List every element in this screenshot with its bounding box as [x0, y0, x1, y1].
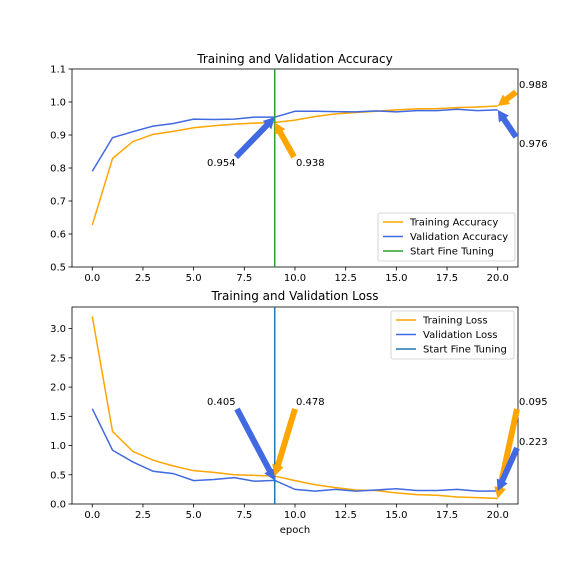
accuracy-y-tick-label: 1.1 — [50, 65, 66, 76]
accuracy-x-tick-label: 15.0 — [385, 273, 407, 284]
accuracy-y-tick-label: 0.8 — [50, 164, 66, 175]
accuracy-x-tick-label: 12.5 — [335, 273, 357, 284]
accuracy-annotation-arrow — [233, 117, 275, 160]
accuracy-y-tick-label: 1.0 — [50, 98, 66, 109]
accuracy-y-tick-label: 0.5 — [50, 263, 66, 274]
loss-series-training-loss-line — [91, 316, 498, 500]
loss-legend-box — [390, 310, 515, 360]
accuracy-x-tick-label: 20.0 — [487, 273, 509, 284]
loss-x-tick-label: 20.0 — [487, 510, 509, 521]
loss-y-tick-label: 2.5 — [50, 353, 66, 364]
accuracy-annotation-label: 0.938 — [296, 158, 325, 169]
accuracy-x-tick-label: 0.0 — [84, 273, 100, 284]
accuracy-x-tick-label: 10.0 — [284, 273, 306, 284]
loss-series-validation-loss-line — [91, 408, 498, 492]
accuracy-series-training-accuracy-line — [91, 105, 498, 226]
accuracy-x-tick-label: 2.5 — [135, 273, 151, 284]
loss-x-tick-label: 0.0 — [84, 510, 100, 521]
loss-y-tick-label: 2.0 — [50, 383, 66, 394]
loss-annotation-label: 0.095 — [519, 397, 548, 408]
accuracy-x-tick-label: 7.5 — [236, 273, 252, 284]
loss-annotation-label: 0.405 — [207, 397, 236, 408]
loss-y-tick-label: 1.0 — [50, 441, 66, 452]
loss-annotation-arrow — [272, 408, 298, 477]
accuracy-annotation-label: 0.988 — [519, 80, 548, 91]
loss-x-axis-label: epoch — [280, 525, 310, 536]
loss-x-tick-label: 7.5 — [236, 510, 252, 521]
accuracy-y-tick-label: 0.9 — [50, 131, 66, 142]
loss-chart: Training and Validation Loss 0.405 0.478 0… — [50, 289, 548, 536]
loss-annotation-label: 0.223 — [519, 437, 548, 448]
accuracy-annotation-label: 0.954 — [207, 158, 236, 169]
loss-x-tick-label: 2.5 — [135, 510, 151, 521]
accuracy-x-tick-label: 5.0 — [186, 273, 202, 284]
loss-x-tick-label: 10.0 — [284, 510, 306, 521]
accuracy-x-tick-label: 17.5 — [436, 273, 458, 284]
loss-annotation-arrow — [496, 446, 520, 491]
accuracy-chart-title: Training and Validation Accuracy — [196, 52, 392, 66]
loss-x-tick-label: 15.0 — [385, 510, 407, 521]
loss-y-tick-label: 1.5 — [50, 412, 66, 423]
loss-annotation-label: 0.478 — [296, 397, 325, 408]
loss-x-tick-label: 17.5 — [436, 510, 458, 521]
accuracy-legend-box — [377, 212, 516, 262]
loss-y-tick-label: 0.5 — [50, 470, 66, 481]
accuracy-series-validation-accuracy-line — [91, 108, 498, 172]
accuracy-chart: Training and Validation Accuracy 0.954 0.… — [50, 52, 548, 284]
loss-y-tick-label: 0.0 — [50, 500, 66, 511]
accuracy-y-tick-label: 0.6 — [50, 230, 66, 241]
accuracy-annotation-label: 0.976 — [519, 139, 548, 150]
loss-annotation-arrow — [494, 408, 520, 499]
loss-x-tick-label: 5.0 — [186, 510, 202, 521]
loss-legend: Training Loss Validation Loss Start Fine T… — [390, 310, 515, 360]
accuracy-legend-label: Start Fine Tuning — [410, 247, 494, 258]
accuracy-legend-label: Training Accuracy — [409, 218, 498, 229]
loss-legend-label: Validation Loss — [423, 330, 498, 341]
accuracy-annotation-arrow — [274, 122, 297, 159]
accuracy-y-tick-label: 0.7 — [50, 197, 66, 208]
loss-x-tick-label: 12.5 — [335, 510, 357, 521]
accuracy-annotation-arrow — [497, 109, 519, 139]
loss-legend-label: Start Fine Tuning — [423, 345, 507, 356]
loss-y-tick-label: 3.0 — [50, 324, 66, 335]
loss-chart-title: Training and Validation Loss — [211, 289, 379, 303]
loss-annotation-arrow — [234, 407, 275, 481]
accuracy-legend: Training Accuracy Validation Accuracy Star… — [377, 212, 516, 262]
accuracy-legend-label: Validation Accuracy — [410, 232, 508, 243]
loss-legend-label: Training Loss — [422, 316, 488, 327]
accuracy-annotation-arrow — [497, 89, 518, 106]
